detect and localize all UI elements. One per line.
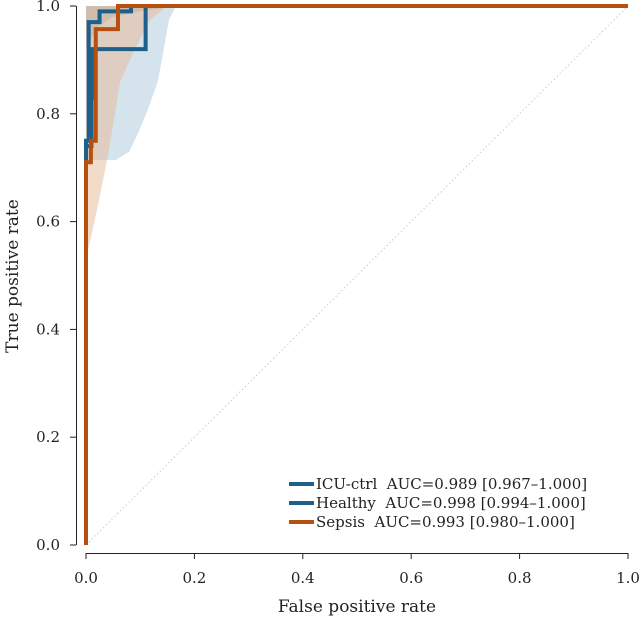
legend-entry: Healthy AUC=0.998 [0.994–1.000] — [316, 494, 586, 512]
legend: ICU-ctrl AUC=0.989 [0.967–1.000]Healthy … — [289, 475, 587, 531]
legend-entry: Sepsis AUC=0.993 [0.980–1.000] — [316, 513, 575, 531]
legend-entry: ICU-ctrl AUC=0.989 [0.967–1.000] — [316, 475, 587, 493]
x-tick-label: 1.0 — [616, 569, 640, 587]
roc-curves — [84, 4, 628, 545]
x-ticks: 0.0 0.2 0.4 0.6 0.8 1.0 — [74, 553, 640, 587]
x-axis-label: False positive rate — [278, 597, 436, 617]
y-tick-label: 0.2 — [36, 428, 60, 446]
y-axis-label: True positive rate — [3, 199, 23, 353]
x-tick-label: 0.6 — [399, 569, 423, 587]
confidence-bands — [86, 6, 179, 260]
ci-band — [86, 6, 168, 260]
y-tick-label: 0.6 — [36, 213, 60, 231]
y-ticks: 0.0 0.2 0.4 0.6 0.8 1.0 — [36, 0, 76, 554]
x-tick-label: 0.0 — [74, 569, 98, 587]
y-tick-label: 0.4 — [36, 320, 60, 338]
roc-line-2 — [84, 4, 628, 545]
x-tick-label: 0.8 — [508, 569, 532, 587]
x-tick-label: 0.2 — [182, 569, 206, 587]
x-tick-label: 0.4 — [291, 569, 315, 587]
y-tick-label: 1.0 — [36, 0, 60, 15]
y-tick-label: 0.0 — [36, 536, 60, 554]
diagonal-reference-line — [85, 5, 629, 546]
y-tick-label: 0.8 — [36, 105, 60, 123]
